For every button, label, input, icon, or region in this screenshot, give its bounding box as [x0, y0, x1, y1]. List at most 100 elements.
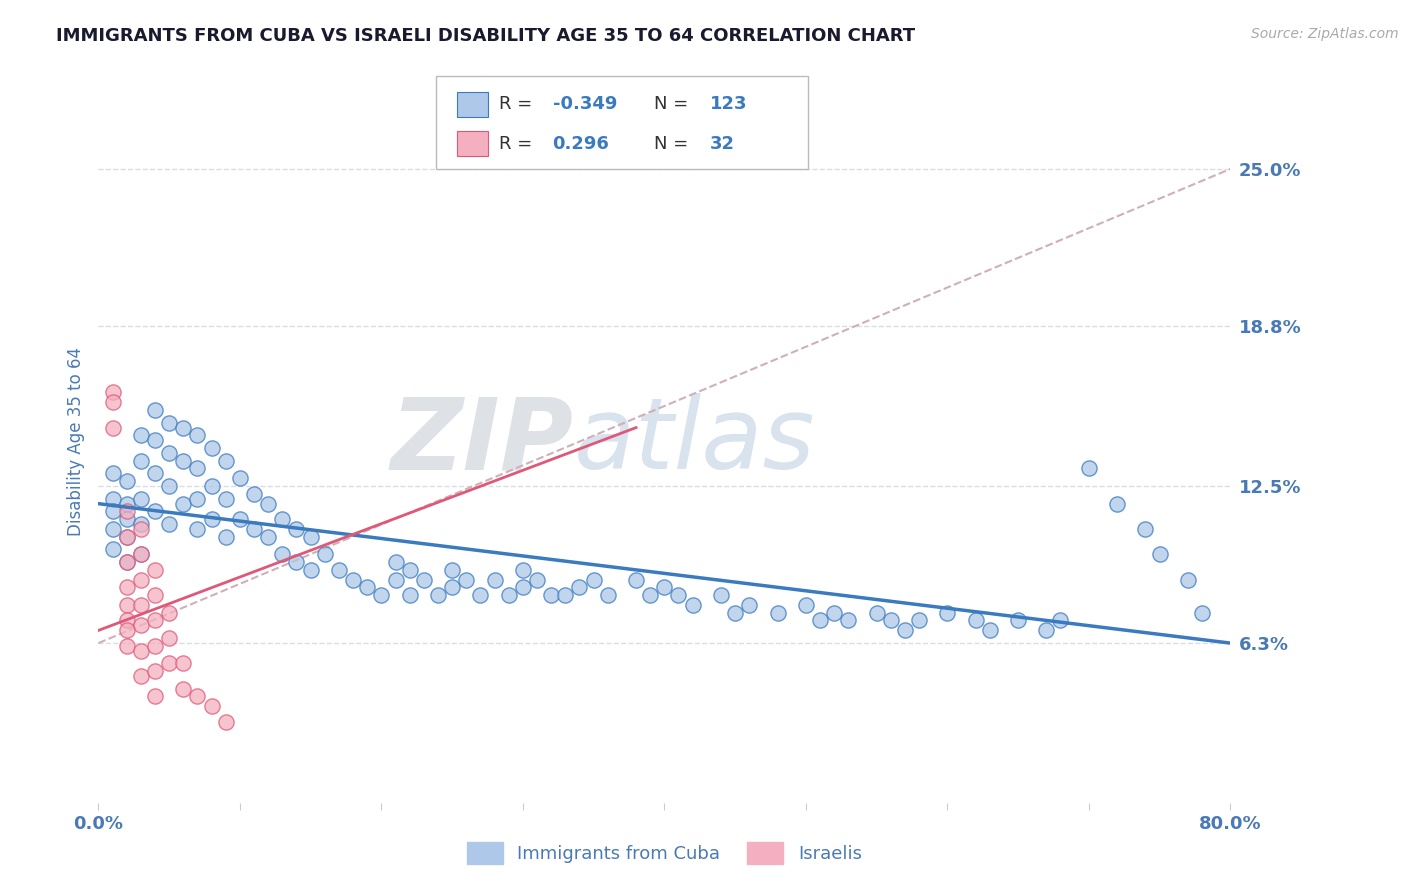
Point: [115, 555, 138, 569]
Point: [101, 395, 124, 409]
Point: [498, 588, 520, 602]
Point: [115, 530, 138, 544]
Point: [143, 588, 166, 602]
Point: [794, 598, 817, 612]
Point: [157, 446, 180, 460]
Point: [229, 512, 252, 526]
Point: [129, 547, 152, 561]
Point: [342, 573, 364, 587]
Point: [143, 402, 166, 417]
Text: N =: N =: [654, 95, 693, 113]
Point: [427, 588, 450, 602]
Point: [257, 530, 280, 544]
Point: [157, 631, 180, 645]
Point: [441, 563, 464, 577]
Point: [115, 504, 138, 518]
Point: [596, 588, 619, 602]
Point: [1107, 497, 1129, 511]
Point: [129, 428, 152, 442]
Point: [115, 512, 138, 526]
Point: [398, 588, 420, 602]
Point: [201, 512, 224, 526]
Point: [936, 606, 959, 620]
Point: [157, 416, 180, 430]
Legend: Immigrants from Cuba, Israelis: Immigrants from Cuba, Israelis: [458, 833, 870, 873]
Text: IMMIGRANTS FROM CUBA VS ISRAELI DISABILITY AGE 35 TO 64 CORRELATION CHART: IMMIGRANTS FROM CUBA VS ISRAELI DISABILI…: [56, 27, 915, 45]
Point: [157, 516, 180, 531]
Point: [285, 555, 308, 569]
Point: [384, 555, 406, 569]
Point: [257, 497, 280, 511]
Point: [129, 522, 152, 536]
Point: [766, 606, 789, 620]
Point: [356, 580, 378, 594]
Point: [143, 613, 166, 627]
Point: [115, 474, 138, 488]
Point: [328, 563, 350, 577]
Point: [129, 547, 152, 561]
Point: [299, 530, 322, 544]
Point: [880, 613, 903, 627]
Point: [624, 573, 647, 587]
Point: [484, 573, 506, 587]
Point: [243, 486, 266, 500]
Point: [215, 491, 238, 506]
Text: N =: N =: [654, 135, 693, 153]
Point: [1035, 624, 1057, 638]
Point: [526, 573, 548, 587]
Point: [512, 563, 534, 577]
Point: [186, 428, 208, 442]
Point: [143, 690, 166, 704]
Point: [172, 681, 194, 696]
Point: [1007, 613, 1029, 627]
Point: [129, 453, 152, 467]
Point: [143, 467, 166, 481]
Point: [143, 563, 166, 577]
Point: [384, 573, 406, 587]
Point: [201, 699, 224, 714]
Point: [172, 497, 194, 511]
Point: [201, 479, 224, 493]
Point: [115, 580, 138, 594]
Point: [299, 563, 322, 577]
Point: [101, 491, 124, 506]
Point: [412, 573, 434, 587]
Point: [215, 453, 238, 467]
Point: [271, 512, 294, 526]
Point: [115, 497, 138, 511]
Point: [115, 555, 138, 569]
Point: [157, 479, 180, 493]
Point: [201, 441, 224, 455]
Point: [1135, 522, 1157, 536]
Text: 0.296: 0.296: [553, 135, 609, 153]
Point: [186, 690, 208, 704]
Point: [738, 598, 761, 612]
Point: [129, 573, 152, 587]
Point: [157, 606, 180, 620]
Point: [668, 588, 690, 602]
Point: [129, 643, 152, 657]
Point: [724, 606, 747, 620]
Point: [129, 618, 152, 632]
Point: [1177, 573, 1199, 587]
Point: [115, 598, 138, 612]
Point: [101, 542, 124, 557]
Text: R =: R =: [499, 135, 538, 153]
Point: [908, 613, 931, 627]
Point: [370, 588, 392, 602]
Point: [243, 522, 266, 536]
Point: [808, 613, 831, 627]
Text: -0.349: -0.349: [553, 95, 617, 113]
Point: [682, 598, 704, 612]
Point: [101, 420, 124, 434]
Point: [271, 547, 294, 561]
Point: [101, 504, 124, 518]
Point: [1049, 613, 1071, 627]
Point: [186, 461, 208, 475]
Point: [965, 613, 987, 627]
Point: [115, 639, 138, 653]
Point: [865, 606, 887, 620]
Point: [568, 580, 591, 594]
Point: [1149, 547, 1171, 561]
Text: Source: ZipAtlas.com: Source: ZipAtlas.com: [1251, 27, 1399, 41]
